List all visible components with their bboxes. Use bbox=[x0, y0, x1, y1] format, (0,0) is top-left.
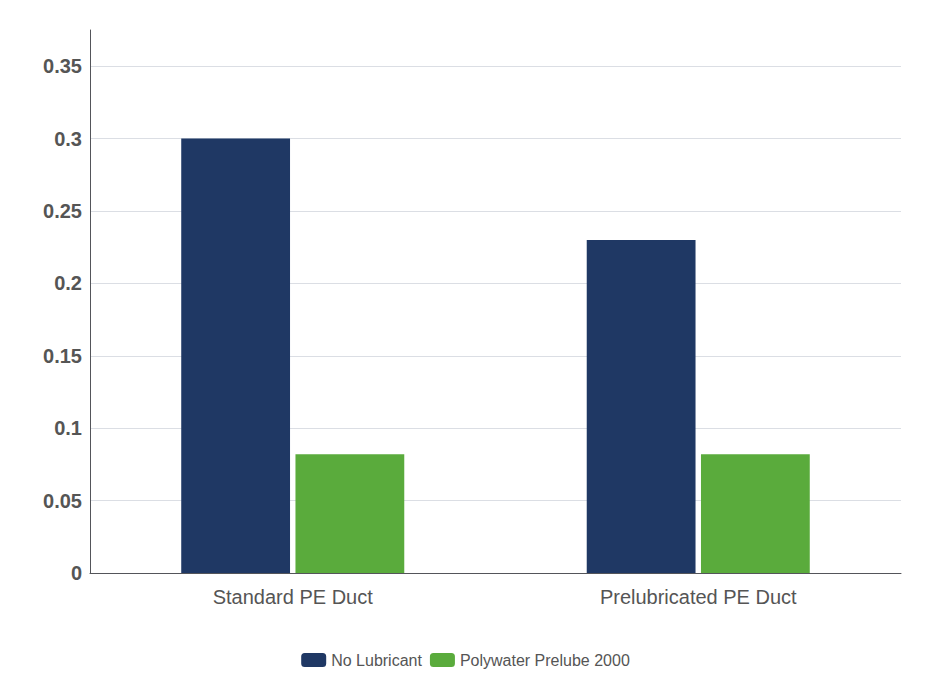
svg-text:0.2: 0.2 bbox=[54, 272, 82, 294]
svg-text:Polywater Prelube 2000: Polywater Prelube 2000 bbox=[460, 652, 630, 669]
svg-text:Prelubricated PE Duct: Prelubricated PE Duct bbox=[600, 586, 797, 608]
svg-text:No Lubricant: No Lubricant bbox=[331, 652, 422, 669]
svg-text:0.05: 0.05 bbox=[43, 490, 82, 512]
svg-text:0: 0 bbox=[71, 562, 82, 584]
svg-text:0.35: 0.35 bbox=[43, 55, 82, 77]
svg-text:0.3: 0.3 bbox=[54, 128, 82, 150]
svg-text:0.15: 0.15 bbox=[43, 345, 82, 367]
svg-text:Standard PE Duct: Standard PE Duct bbox=[213, 586, 374, 608]
svg-text:0.25: 0.25 bbox=[43, 200, 82, 222]
svg-text:0.1: 0.1 bbox=[54, 417, 82, 439]
